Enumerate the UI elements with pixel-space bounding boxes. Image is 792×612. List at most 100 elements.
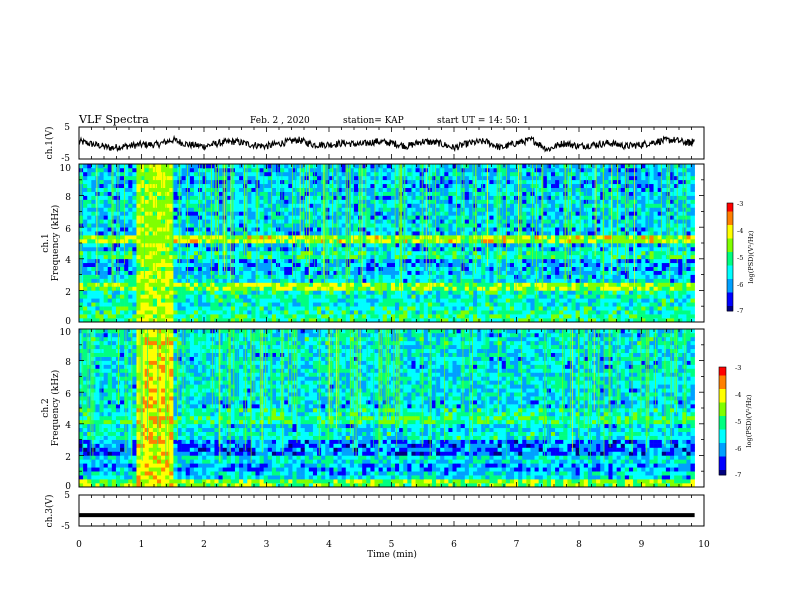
ch1-spectrogram-cell [144,250,150,256]
ch1-spectrogram-cell [83,254,88,260]
ch1-spectrogram-cell [682,227,687,232]
ch1-spectrogram-cell [633,207,638,212]
ch1-spectrogram-cell [620,227,626,232]
ch1-spectrogram-cell [423,274,429,279]
ch1-spectrogram-cell [583,266,589,271]
ch1-spectrogram-cell [415,298,420,303]
ch1-spectrogram-cell [567,254,572,260]
ch1-spectrogram-cell [243,270,248,275]
ch1-spectrogram-cell [124,227,129,232]
ch1-spectrogram-cell [509,298,515,303]
ch1-spectrogram-cell [165,239,170,244]
ch1-spectrogram-cell [325,298,330,303]
ch1-spectrogram-cell [107,195,113,200]
ch1-spectrogram-cell [407,207,412,212]
ch1-spectrogram-cell [87,243,92,248]
ch1-spectrogram-cell [218,262,223,267]
ch1-spectrogram-cell [222,294,228,299]
ch1-spectrogram-cell [83,219,88,224]
ch1-spectrogram-cell [559,235,564,240]
ch1-spectrogram-cell [214,294,219,299]
ch1-spectrogram-cell [304,223,310,228]
ch1-spectrogram-cell [300,223,306,228]
ch1-spectrogram-cell [468,274,474,279]
ch1-spectrogram-cell [431,203,437,208]
ch1-spectrogram-cell [374,203,379,208]
ch1-spectrogram-cell [604,211,609,216]
ch1-spectrogram-cell [353,250,359,256]
ch1-spectrogram-cell [678,203,683,208]
ch1-spectrogram-cell [555,219,560,224]
ch1-spectrogram-cell [83,290,88,295]
ch1-spectrogram-cell [670,278,675,283]
ch1-spectrogram-cell [99,219,104,224]
ch1-spectrogram-cell [665,290,671,295]
ch1-spectrogram-cell [312,294,318,299]
ch1-spectrogram-cell [583,250,589,256]
ch1-spectrogram-cell [559,215,564,220]
ch1-spectrogram-cell [169,239,174,244]
ch1-spectrogram-cell [448,239,453,244]
ch1-spectrogram-cell [87,199,92,204]
ch1-spectrogram-cell [317,227,322,232]
ch1-spectrogram-cell [362,302,367,307]
ch1-spectrogram-cell [189,314,195,319]
ch1-spectrogram-cell [349,239,355,244]
ch1-spectrogram-cell [87,215,92,220]
ch1-spectrogram-cell [550,262,556,267]
ch1-spectrogram-cell [111,290,117,295]
ch1-spectrogram-cell [284,203,289,208]
ch1-spectrogram-cell [382,195,388,200]
ch1-spectrogram-cell [493,215,498,220]
ch1-spectrogram-cell [173,262,178,267]
ch1-spectrogram-cell [124,235,129,240]
ch1-spectrogram-cell [349,235,355,240]
ch1-spectrogram-cell [198,278,203,283]
ch1-spectrogram-cell [165,246,170,252]
ch1-spectrogram-cell [489,227,494,232]
ch1-spectrogram-cell [193,258,199,264]
ch1-spectrogram-cell [604,314,609,319]
ch1-spectrogram-cell [612,231,617,236]
ch1-spectrogram-cell [165,286,170,291]
ch1-spectrogram-cell [682,318,687,323]
ch1-spectrogram-cell [378,318,383,323]
ch1-spectrogram-cell [267,203,273,208]
ch1-spectrogram-cell [592,223,597,228]
ch1-spectrogram-cell [596,215,601,220]
ch1-spectrogram-cell [505,250,511,256]
ch1-spectrogram-cell [608,286,613,291]
ch1-spectrogram-cell [592,278,597,283]
ch1-spectrogram-cell [682,274,687,279]
ch1-spectrogram-cell [362,250,367,256]
ch1-spectrogram-cell [661,266,667,271]
ch1-spectrogram-cell [481,246,486,252]
ch1-spectrogram-cell [366,290,371,295]
ch1-spectrogram-cell [546,314,552,319]
ch1-spectrogram-cell [436,318,441,323]
ch1-spectrogram-cell [259,211,264,216]
ch1-signal-line [78,134,695,153]
ch1-spectrogram-cell [571,223,576,228]
ch1-spectrogram-cell [329,203,334,208]
ch1-spectrogram-cell [345,203,351,208]
ch1-spectrogram-cell [333,266,338,271]
ch1-spectrogram-cell [464,243,470,248]
ch1-spectrogram-cell [407,306,412,311]
ch1-spectrogram-cell [358,243,363,248]
ch1-spectrogram-cell [321,282,326,287]
ch1-spectrogram-cell [423,294,429,299]
ch1-spectrogram-cell [550,290,556,295]
ch1-spectrogram-cell [271,239,277,244]
ch1-spectrogram-cell [292,231,297,236]
ch1-spectrogram-cell [657,270,663,275]
ch1-spectrogram-cell [509,246,515,252]
ch1-spectrogram-cell [690,231,695,236]
ch1-spectrogram-cell [670,306,675,311]
ch1-spectrogram-cell [464,270,470,275]
ch1-spectrogram-cell [431,306,437,311]
ch1-spectrogram-cell [444,314,449,319]
ch1-spectrogram-cell [173,243,178,248]
ch1-spectrogram-cell [395,306,400,311]
ch1-spectrogram-cell [83,314,88,319]
